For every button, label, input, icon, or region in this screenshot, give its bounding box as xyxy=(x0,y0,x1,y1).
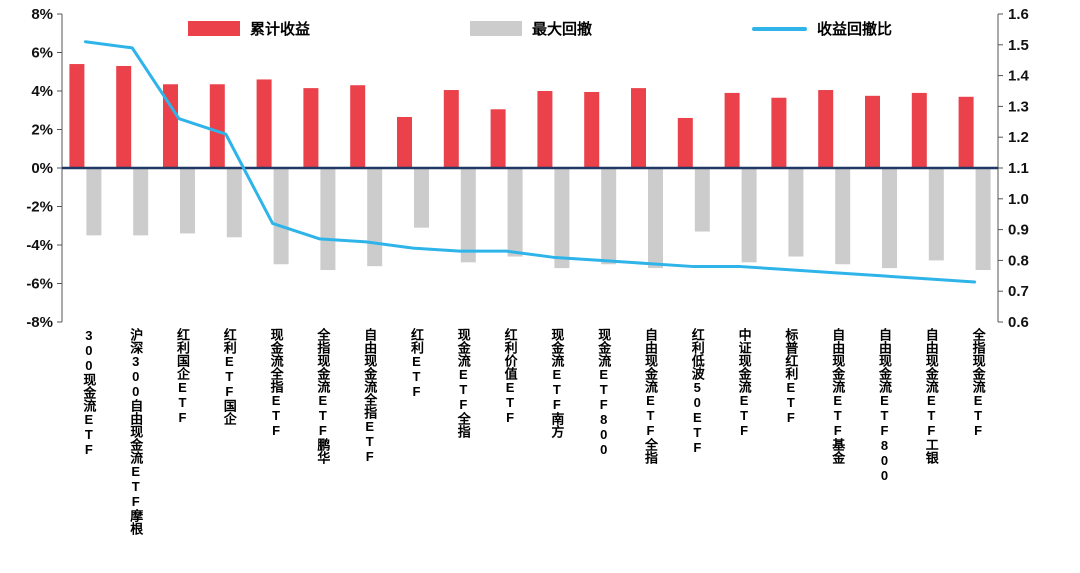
right-axis-tick-label: 0.7 xyxy=(1008,283,1029,300)
left-axis-tick-label: -8% xyxy=(26,314,53,331)
bar-max-drawdown xyxy=(414,168,429,228)
left-axis-tick-label: 0% xyxy=(31,160,53,177)
bar-cumulative-return xyxy=(303,88,319,168)
right-axis-tick-label: 1.6 xyxy=(1008,6,1029,23)
left-axis-tick-label: 6% xyxy=(31,45,53,62)
bar-max-drawdown xyxy=(882,168,897,269)
left-axis-tick-label: 8% xyxy=(31,6,53,23)
right-axis-tick-label: 0.6 xyxy=(1008,314,1029,331)
bar-cumulative-return xyxy=(865,95,880,168)
right-axis-tick-label: 0.8 xyxy=(1008,252,1029,269)
bar-max-drawdown xyxy=(648,168,663,269)
bar-cumulative-return xyxy=(116,65,132,168)
right-axis-tick-label: 0.9 xyxy=(1008,222,1029,239)
bar-max-drawdown xyxy=(694,168,710,232)
bar-max-drawdown xyxy=(320,168,336,271)
right-axis-tick-label: 1.1 xyxy=(1008,160,1029,177)
bar-max-drawdown xyxy=(975,168,991,271)
bar-max-drawdown xyxy=(835,168,851,265)
return-drawdown-ratio-line xyxy=(83,40,977,284)
left-axis-tick-label: 2% xyxy=(31,122,53,139)
bar-cumulative-return xyxy=(771,97,787,168)
left-axis-tick-label: -2% xyxy=(26,199,53,216)
bar-cumulative-return xyxy=(163,84,178,168)
right-axis-tick-label: 1.2 xyxy=(1008,129,1029,146)
bar-cumulative-return xyxy=(256,79,272,168)
bar-cumulative-return xyxy=(209,84,225,168)
bar-max-drawdown xyxy=(601,168,617,265)
bar-max-drawdown xyxy=(367,168,383,267)
bar-max-drawdown xyxy=(460,168,476,263)
bar-max-drawdown xyxy=(928,168,944,261)
bar-max-drawdown xyxy=(273,168,289,265)
left-axis-tick-label: -6% xyxy=(26,276,53,293)
right-axis-tick-label: 1.3 xyxy=(1008,98,1029,115)
bar-cumulative-return xyxy=(818,90,834,168)
bar-max-drawdown xyxy=(86,168,102,236)
bar-cumulative-return xyxy=(958,96,974,168)
bar-cumulative-return xyxy=(443,90,459,168)
bar-max-drawdown xyxy=(741,168,757,263)
bar-max-drawdown xyxy=(788,168,804,257)
bar-cumulative-return xyxy=(584,91,600,168)
bar-cumulative-return xyxy=(631,88,646,168)
left-axis-tick-label: -4% xyxy=(26,237,53,254)
bar-max-drawdown xyxy=(180,168,195,234)
bar-max-drawdown xyxy=(226,168,242,238)
right-axis-tick-label: 1.0 xyxy=(1008,191,1029,208)
bar-cumulative-return xyxy=(350,85,366,168)
right-axis-tick-label: 1.4 xyxy=(1008,68,1030,85)
bar-cumulative-return xyxy=(911,92,927,168)
bar-cumulative-return xyxy=(677,117,693,168)
bar-cumulative-return xyxy=(397,116,412,168)
bar-cumulative-return xyxy=(69,64,85,168)
bar-max-drawdown xyxy=(554,168,570,269)
bar-max-drawdown xyxy=(133,168,149,236)
bar-cumulative-return xyxy=(537,91,553,168)
bar-max-drawdown xyxy=(507,168,523,257)
left-axis-tick-label: 4% xyxy=(31,83,53,100)
bar-cumulative-return xyxy=(490,109,506,168)
bar-cumulative-return xyxy=(724,92,740,168)
right-axis-tick-label: 1.5 xyxy=(1008,37,1029,54)
